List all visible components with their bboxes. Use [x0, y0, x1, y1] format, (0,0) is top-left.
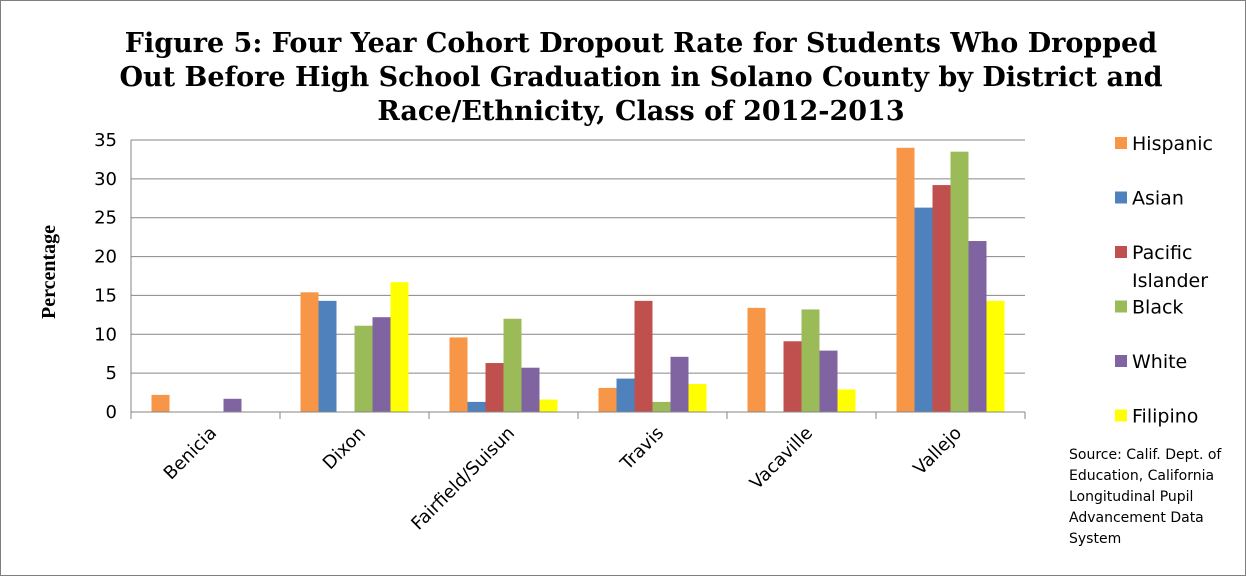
y-tick-label: 5	[106, 363, 117, 384]
x-category-labels: Benicia Dixon Fairfield/Suisun Travis Vacavi…	[160, 423, 966, 535]
bar	[914, 207, 933, 412]
chart-title-line-1: Figure 5: Four Year Cohort Dropout Rate …	[125, 28, 1158, 59]
source-note: Source: Calif. Dept. of Education, Califo…	[1069, 447, 1222, 547]
source-line: Longitudinal Pupil	[1069, 489, 1193, 505]
bar	[670, 356, 689, 412]
bar	[318, 300, 337, 412]
bar	[688, 384, 707, 412]
source-line: Advancement Data	[1069, 510, 1204, 526]
legend-label: White	[1132, 351, 1187, 373]
bar	[783, 341, 802, 412]
source-line: Education, California	[1069, 468, 1214, 484]
bar	[223, 398, 242, 412]
y-tick-label: 25	[94, 208, 117, 229]
axes	[130, 140, 1026, 419]
legend-label: Hispanic	[1132, 133, 1213, 155]
bar	[801, 309, 820, 412]
bar	[151, 394, 170, 412]
legend-swatch	[1115, 355, 1127, 367]
bar	[485, 363, 504, 412]
legend-swatch	[1115, 191, 1127, 204]
bar	[819, 350, 838, 412]
bar	[932, 185, 951, 412]
bar	[354, 325, 373, 412]
x-category-label: Travis	[616, 423, 668, 475]
legend-label: Islander	[1132, 270, 1208, 292]
gridlines	[131, 139, 1025, 374]
chart-title: Figure 5: Four Year Cohort Dropout Rate …	[120, 28, 1163, 127]
legend-swatch	[1115, 137, 1127, 149]
y-tick-label: 35	[94, 130, 117, 151]
chart-title-line-2: Out Before High School Graduation in Sol…	[120, 62, 1163, 93]
x-category-label: Dixon	[319, 423, 370, 474]
x-category-label: Benicia	[160, 423, 221, 484]
y-tick-label: 20	[94, 247, 117, 268]
bar	[372, 317, 391, 412]
y-tick-label: 0	[106, 402, 117, 423]
bar	[986, 300, 1005, 412]
y-tick-label: 30	[94, 169, 117, 190]
x-category-label: Vacaville	[746, 423, 817, 494]
bar	[837, 389, 856, 412]
bar	[652, 401, 671, 412]
y-tick-label: 15	[94, 285, 117, 306]
x-category-label: Vallejo	[909, 423, 966, 480]
legend-label: Filipino	[1132, 406, 1198, 428]
bar	[634, 300, 653, 412]
chart-title-line-3: Race/Ethnicity, Class of 2012-2013	[377, 96, 904, 127]
bar	[747, 307, 766, 412]
x-category-label: Fairfield/Suisun	[407, 423, 519, 535]
bar	[449, 337, 468, 412]
bar	[968, 241, 987, 412]
legend-label: Black	[1132, 297, 1183, 319]
bar	[539, 399, 558, 412]
source-line: Source: Calif. Dept. of	[1069, 447, 1222, 463]
bar	[598, 387, 617, 412]
bar	[390, 282, 409, 412]
legend-swatch	[1115, 246, 1127, 258]
bar	[896, 147, 915, 412]
bar	[521, 367, 540, 412]
y-tick-labels: 0 5 10 15 20 25 30 35	[94, 130, 117, 423]
legend-label: Asian	[1132, 188, 1184, 210]
bar	[950, 151, 969, 412]
legend-swatch	[1115, 409, 1127, 422]
bars	[151, 147, 1005, 412]
y-tick-label: 10	[94, 324, 117, 345]
bar	[300, 292, 319, 412]
source-line: System	[1069, 531, 1121, 547]
legend-label: Pacific	[1132, 242, 1192, 264]
y-axis-label: Percentage	[38, 225, 60, 319]
bar	[467, 401, 486, 412]
bar	[616, 378, 635, 412]
bar	[503, 318, 522, 412]
legend: Hispanic Asian Pacific Islander Black White Fi…	[1115, 133, 1213, 428]
legend-swatch	[1115, 300, 1127, 313]
